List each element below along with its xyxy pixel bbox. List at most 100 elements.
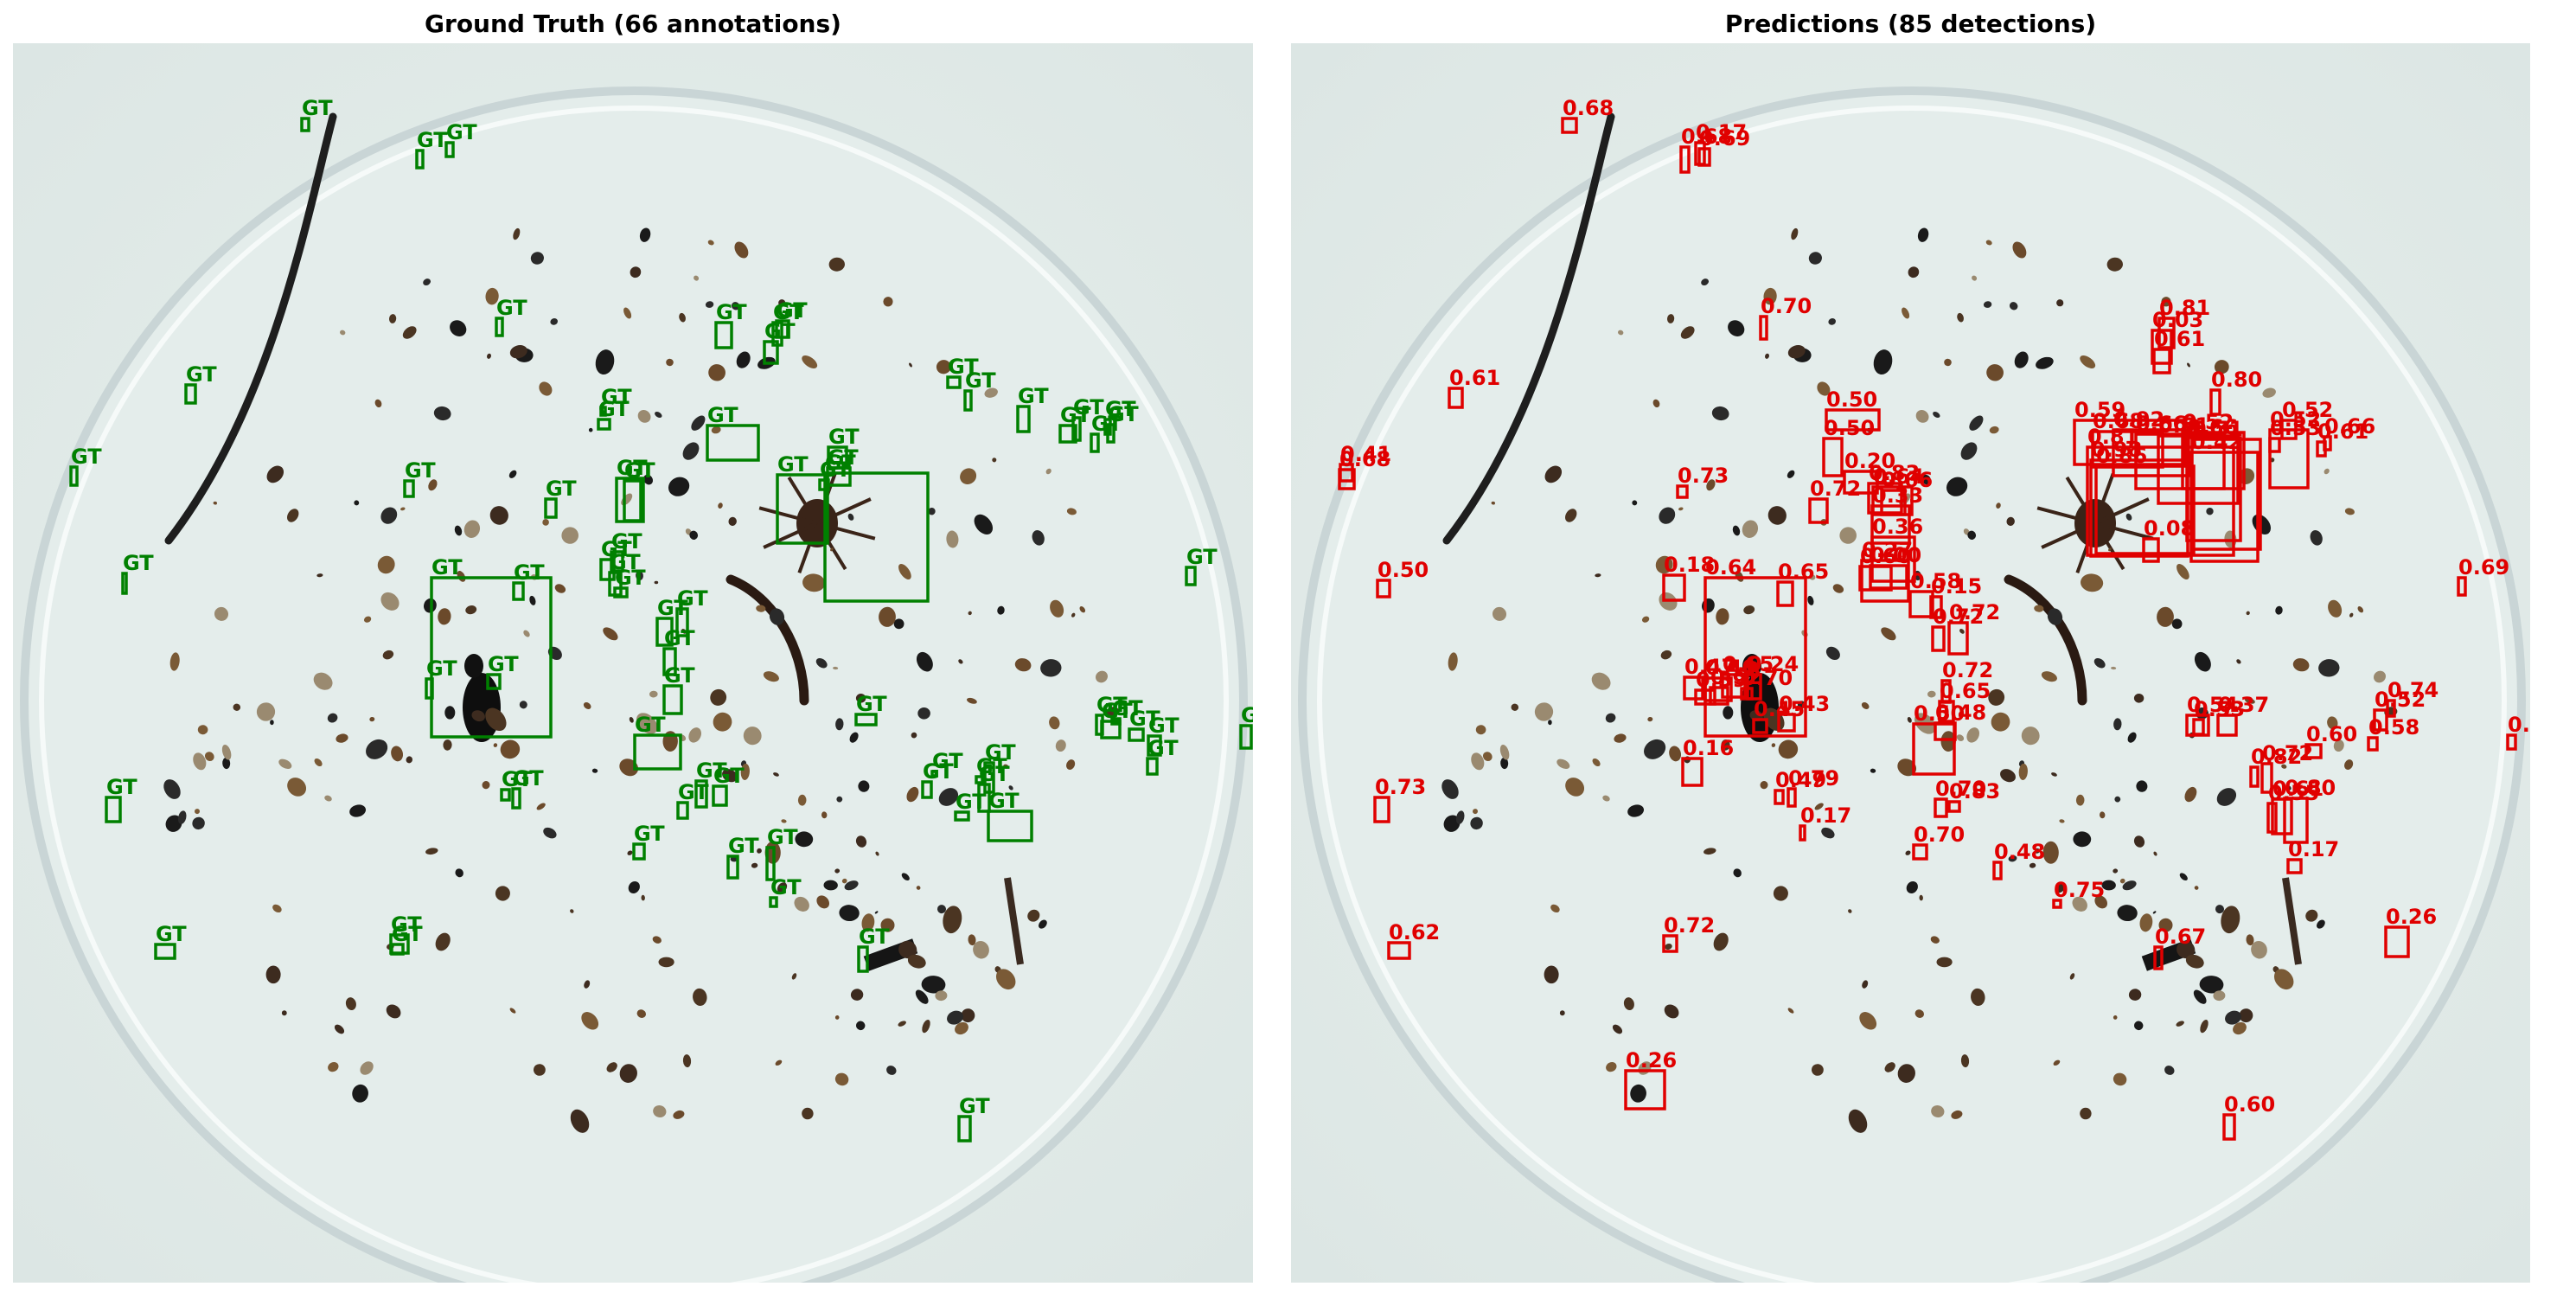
debris-speck xyxy=(581,1012,599,1030)
debris-speck xyxy=(2246,934,2254,946)
debris-speck xyxy=(855,1021,866,1031)
debris-speck xyxy=(542,519,549,526)
debris-speck xyxy=(2117,905,2138,922)
debris-speck xyxy=(233,703,241,711)
debris-speck xyxy=(519,701,527,709)
debris-speck xyxy=(256,702,276,721)
debris-speck xyxy=(691,415,706,431)
confidence-score: 0.72 xyxy=(1933,605,1984,629)
debris-speck xyxy=(736,351,751,368)
confidence-score: 0.27 xyxy=(1862,538,1913,562)
confidence-score: 0.81 xyxy=(2159,296,2210,320)
gt-label: GT xyxy=(932,749,963,773)
small-twig xyxy=(2282,877,2302,965)
ground-truth-annotation: GT xyxy=(403,458,436,498)
bounding-box xyxy=(1694,688,1716,706)
ground-truth-annotation: GT xyxy=(954,790,987,822)
debris-speck xyxy=(1927,690,1936,698)
prediction-detection: 0.72 xyxy=(1940,658,1993,704)
debris-speck xyxy=(513,227,521,240)
ground-truth-annotation: GT xyxy=(495,296,527,337)
debris-speck xyxy=(898,563,911,580)
bounding-box xyxy=(2112,428,2190,477)
bounding-box xyxy=(425,677,434,700)
bounding-box xyxy=(1721,673,1747,699)
bounding-box xyxy=(1239,724,1253,750)
prediction-detection: 0.98 xyxy=(2089,438,2189,558)
debris-speck xyxy=(1797,701,1806,709)
confidence-score: 0.66 xyxy=(1882,468,1933,492)
spider-leg xyxy=(797,522,819,573)
debris-speck xyxy=(2179,873,2188,881)
confidence-score: 0.64 xyxy=(1873,464,1924,489)
debris-speck xyxy=(841,878,847,884)
debris-speck xyxy=(1972,275,1978,281)
debris-speck xyxy=(679,312,686,323)
debris-speck xyxy=(2221,906,2240,934)
confidence-score: 0.66 xyxy=(2187,415,2238,439)
debris-speck xyxy=(523,630,530,637)
bounding-box xyxy=(714,321,733,349)
debris-speck xyxy=(815,657,828,669)
bounding-box xyxy=(1934,721,1957,741)
debris-speck xyxy=(588,427,593,432)
debris-speck xyxy=(1989,426,1999,434)
debris-speck xyxy=(2041,671,2057,682)
ground-truth-annotation: GT xyxy=(425,656,457,700)
debris-speck xyxy=(740,763,750,780)
debris-speck xyxy=(947,1010,963,1025)
confidence-score: 0.48 xyxy=(1994,840,2045,864)
debris-speck xyxy=(743,727,762,746)
confidence-score: 0.16 xyxy=(1683,736,1734,760)
debris-speck xyxy=(428,479,438,491)
debris-speck xyxy=(2273,969,2294,990)
ground-truth-annotation: GT xyxy=(946,355,979,389)
debris-speck xyxy=(1956,734,1965,741)
debris-speck xyxy=(1492,606,1507,621)
debris-speck xyxy=(2114,796,2121,803)
debris-speck xyxy=(354,500,360,506)
debris-speck xyxy=(844,880,859,891)
gt-label: GT xyxy=(664,626,695,650)
debris-speck xyxy=(958,659,963,664)
debris-speck xyxy=(968,934,976,946)
debris-speck xyxy=(197,725,208,735)
debris-speck xyxy=(773,772,779,777)
gt-label: GT xyxy=(728,834,759,858)
confidence-score: 0.74 xyxy=(2387,678,2439,702)
debris-speck xyxy=(2213,990,2226,1002)
prediction-detection: 0.75 xyxy=(2052,878,2105,909)
debris-speck xyxy=(1606,1061,1617,1072)
debris-speck xyxy=(1986,364,2004,381)
confidence-score: 0.51 xyxy=(2192,417,2243,441)
debris-speck xyxy=(1988,688,2005,706)
debris-speck xyxy=(529,595,536,605)
debris-speck xyxy=(901,873,910,881)
debris-speck xyxy=(834,1072,849,1086)
debris-speck xyxy=(163,779,181,799)
gt-label: GT xyxy=(635,713,666,737)
debris-speck xyxy=(377,555,395,574)
debris-speck xyxy=(898,940,917,959)
debris-speck xyxy=(1612,1024,1623,1034)
debris-speck xyxy=(591,768,598,773)
confidence-score: 0.61 xyxy=(2317,419,2368,444)
bounding-box xyxy=(121,572,128,595)
predictions-image: 0.680.680.170.690.700.610.680.410.730.50… xyxy=(1291,43,2530,1283)
debris-speck xyxy=(433,406,451,421)
prediction-detection: 0.61 xyxy=(1448,366,1500,409)
debris-speck xyxy=(689,530,699,540)
debris-speck xyxy=(1627,804,1645,817)
debris-speck xyxy=(2000,769,2016,783)
prediction-detection: 0.70 xyxy=(1740,666,1793,701)
debris-speck xyxy=(850,989,864,1001)
debris-speck xyxy=(1049,716,1060,730)
debris-speck xyxy=(2101,880,2116,891)
prediction-detection: 0.70 xyxy=(1759,294,1812,341)
bounding-box xyxy=(1808,497,1829,524)
debris-speck xyxy=(425,848,438,855)
debris-speck xyxy=(855,835,867,848)
debris-speck xyxy=(1921,474,1932,485)
bounding-box xyxy=(1387,941,1411,960)
debris-speck xyxy=(653,1105,667,1117)
